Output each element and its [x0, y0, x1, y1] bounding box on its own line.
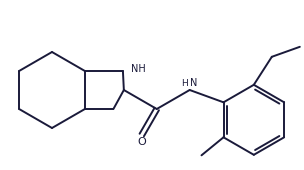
Text: O: O [137, 137, 146, 147]
Text: NH: NH [131, 64, 146, 74]
Text: H: H [181, 79, 188, 88]
Text: N: N [190, 78, 197, 88]
